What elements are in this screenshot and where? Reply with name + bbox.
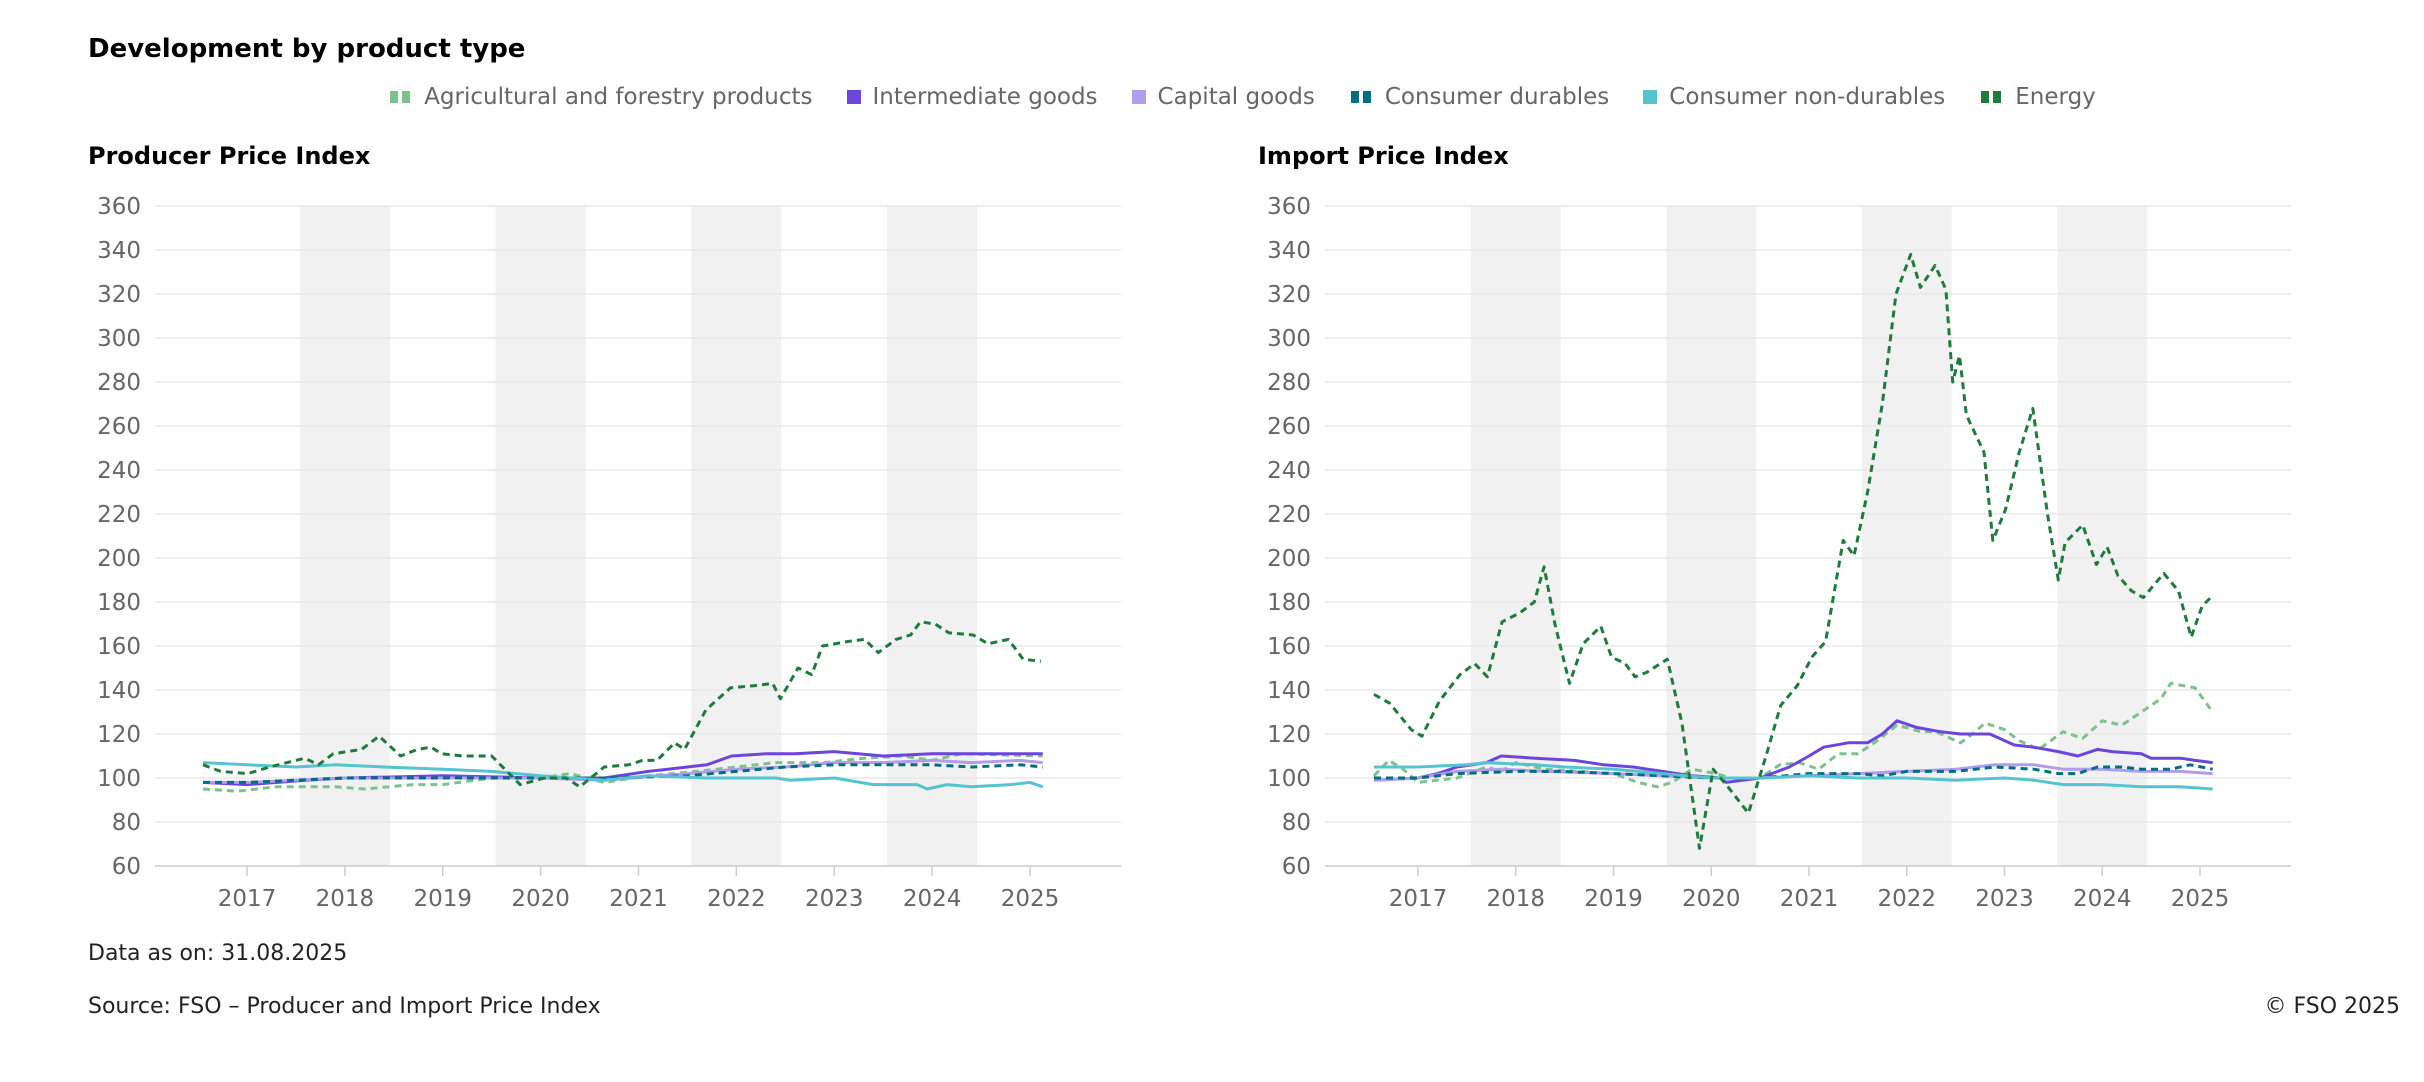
y-tick-label: 320 xyxy=(1267,282,1311,308)
series-line-consumer-non-durables xyxy=(202,761,1044,791)
series-line-energy xyxy=(1373,252,2214,850)
data-date: Data as on: 31.08.2025 xyxy=(88,941,348,966)
x-tick-label: 2023 xyxy=(1975,886,2034,912)
legend-label: Consumer durables xyxy=(1384,84,1610,110)
x-tick-label: 2024 xyxy=(2073,886,2132,912)
legend-label: Consumer non-durables xyxy=(1669,84,1946,110)
shaded-year-band xyxy=(1666,206,1757,866)
legend-item-capital[interactable]: Capital goods xyxy=(1131,84,1315,110)
x-tick-label: 2019 xyxy=(413,886,472,912)
x-tick-label: 2025 xyxy=(1001,886,1060,912)
series-line-intermediate-goods xyxy=(1373,719,2213,784)
legend-marker-icon xyxy=(846,90,861,104)
legend-marker-icon xyxy=(1979,91,2003,103)
legend-item-energy[interactable]: Energy xyxy=(1979,84,2096,110)
x-tick-label: 2021 xyxy=(609,886,668,912)
y-tick-label: 120 xyxy=(97,722,141,748)
x-tick-label: 2022 xyxy=(707,886,766,912)
page-title: Development by product type xyxy=(88,34,526,64)
x-tick-label: 2023 xyxy=(805,886,864,912)
copyright-text: © FSO 2025 xyxy=(2264,994,2400,1019)
shaded-year-band xyxy=(299,206,390,866)
y-tick-label: 340 xyxy=(1267,238,1311,264)
legend-label: Agricultural and forestry products xyxy=(424,84,813,110)
x-tick-label: 2025 xyxy=(2171,886,2230,912)
y-tick-label: 220 xyxy=(97,502,141,528)
y-tick-label: 180 xyxy=(1267,590,1311,616)
x-tick-label: 2022 xyxy=(1877,886,1936,912)
x-tick-label: 2021 xyxy=(1780,886,1839,912)
y-tick-label: 140 xyxy=(97,678,141,704)
import-chart-title: Import Price Index xyxy=(1258,142,1509,170)
x-tick-label: 2017 xyxy=(218,886,277,912)
y-tick-label: 180 xyxy=(97,590,141,616)
x-tick-label: 2020 xyxy=(1682,886,1741,912)
series-line-consumer-durables xyxy=(1374,763,2213,780)
y-tick-label: 280 xyxy=(1267,370,1311,396)
legend: Agricultural and forestry products Inter… xyxy=(60,84,2424,110)
legend-item-agricultural[interactable]: Agricultural and forestry products xyxy=(388,84,813,110)
legend-item-non-durables[interactable]: Consumer non-durables xyxy=(1643,84,1945,110)
y-tick-label: 240 xyxy=(97,458,141,484)
y-tick-label: 300 xyxy=(97,326,141,352)
y-tick-label: 260 xyxy=(1267,414,1311,440)
legend-item-intermediate[interactable]: Intermediate goods xyxy=(846,84,1098,110)
x-tick-label: 2020 xyxy=(511,886,570,912)
y-tick-label: 360 xyxy=(97,194,141,220)
y-tick-label: 280 xyxy=(97,370,141,396)
y-tick-label: 80 xyxy=(1282,810,1311,836)
y-tick-label: 260 xyxy=(97,414,141,440)
y-tick-label: 120 xyxy=(1267,722,1311,748)
y-tick-label: 240 xyxy=(1267,458,1311,484)
legend-label: Intermediate goods xyxy=(872,84,1098,110)
y-tick-label: 200 xyxy=(97,546,141,572)
legend-marker-icon xyxy=(1643,90,1658,104)
x-tick-label: 2019 xyxy=(1584,886,1643,912)
y-tick-label: 320 xyxy=(97,282,141,308)
x-tick-label: 2018 xyxy=(1486,886,1545,912)
shaded-year-band xyxy=(495,206,586,866)
y-tick-label: 340 xyxy=(97,238,141,264)
y-tick-label: 360 xyxy=(1267,194,1311,220)
source-text: Source: FSO – Producer and Import Price … xyxy=(88,994,601,1019)
legend-marker-icon xyxy=(388,91,412,103)
legend-marker-icon xyxy=(1131,90,1146,104)
y-tick-label: 60 xyxy=(1282,854,1311,880)
y-tick-label: 160 xyxy=(97,634,141,660)
x-tick-label: 2018 xyxy=(316,886,375,912)
y-tick-label: 140 xyxy=(1267,678,1311,704)
y-tick-label: 80 xyxy=(112,810,141,836)
legend-marker-icon xyxy=(1349,91,1373,103)
x-tick-label: 2024 xyxy=(903,886,962,912)
legend-item-durables[interactable]: Consumer durables xyxy=(1349,84,1609,110)
y-tick-label: 100 xyxy=(1267,766,1311,792)
y-tick-label: 60 xyxy=(112,854,141,880)
legend-label: Energy xyxy=(2015,84,2096,110)
series-line-consumer-durables xyxy=(203,763,1043,784)
legend-label: Capital goods xyxy=(1157,84,1315,110)
producer-chart-title: Producer Price Index xyxy=(88,142,371,170)
y-tick-label: 200 xyxy=(1267,546,1311,572)
shaded-year-band xyxy=(1861,206,1952,866)
y-tick-label: 100 xyxy=(97,766,141,792)
y-tick-label: 160 xyxy=(1267,634,1311,660)
x-tick-label: 2017 xyxy=(1389,886,1448,912)
y-tick-label: 300 xyxy=(1267,326,1311,352)
y-tick-label: 220 xyxy=(1267,502,1311,528)
series-line-consumer-non-durables xyxy=(1374,761,2213,791)
series-line-energy xyxy=(202,620,1041,789)
